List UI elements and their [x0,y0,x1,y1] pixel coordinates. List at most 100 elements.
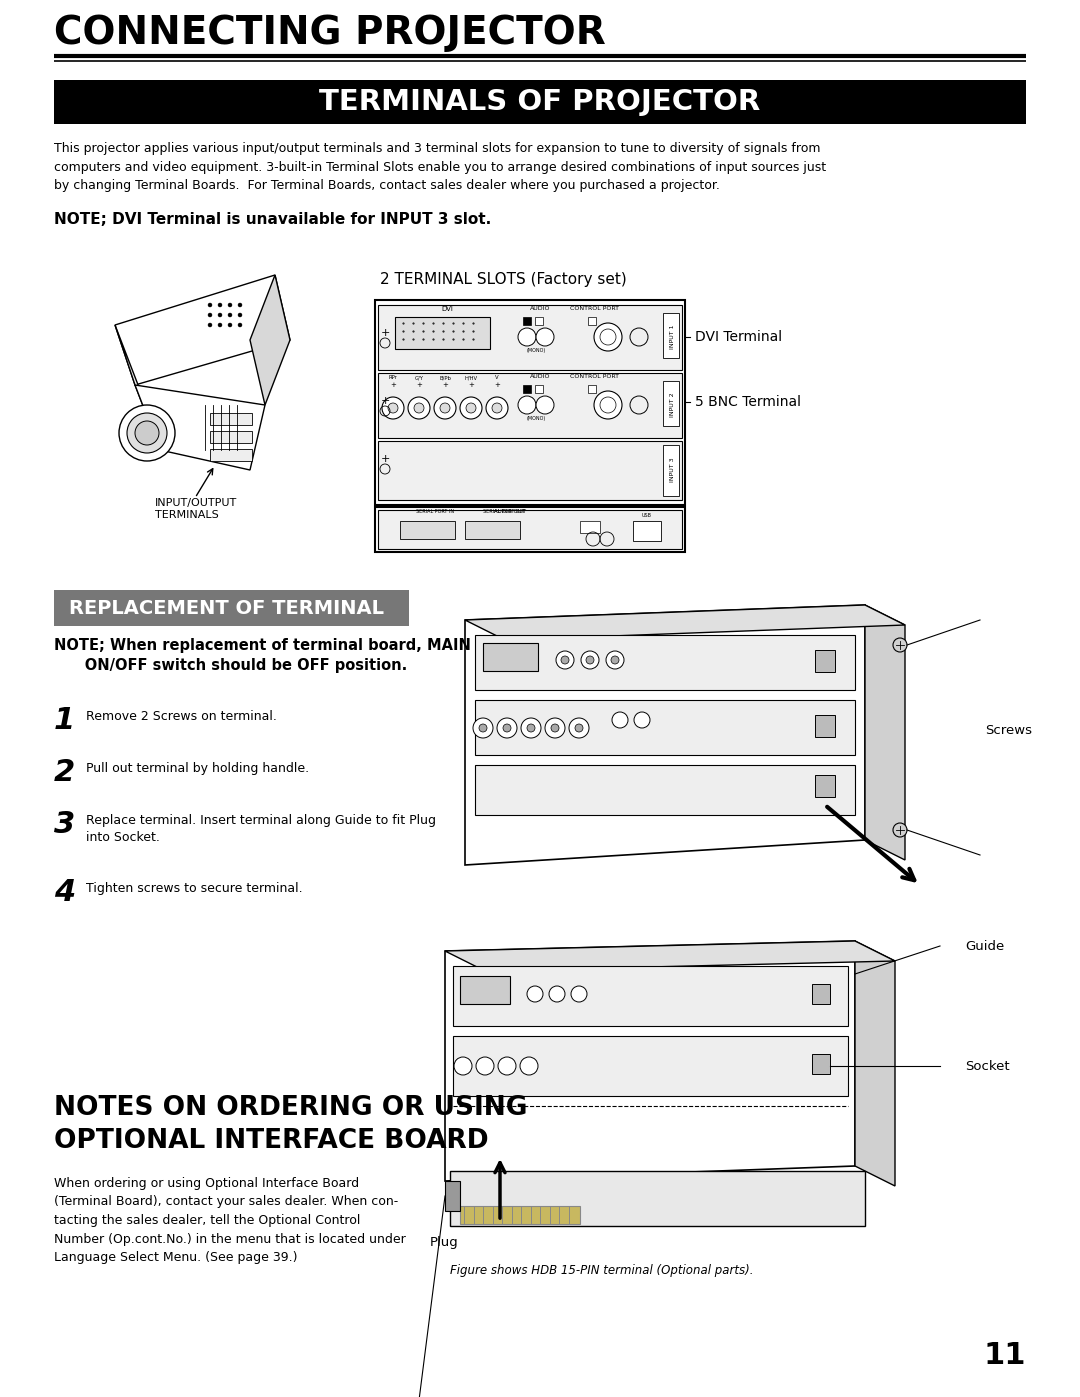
Bar [375,507,685,552]
Circle shape [228,323,232,327]
Text: (MONO): (MONO) [526,348,545,353]
Polygon shape [114,275,291,386]
Circle shape [228,303,232,307]
Bar [812,1053,831,1074]
Circle shape [611,657,619,664]
Bar [375,300,685,504]
Circle shape [893,823,907,837]
Circle shape [634,712,650,728]
Text: SERIAL PORT OUT: SERIAL PORT OUT [484,509,527,514]
Circle shape [218,313,222,317]
Circle shape [486,397,508,419]
Bar [54,590,409,626]
Circle shape [536,328,554,346]
Text: CONTROL PORT: CONTROL PORT [570,374,620,379]
Bar [663,313,679,358]
Bar [210,448,252,461]
Circle shape [569,718,589,738]
Text: OPTIONAL INTERFACE BOARD: OPTIONAL INTERFACE BOARD [54,1127,488,1154]
Text: +: + [494,381,500,388]
Bar [378,305,681,370]
Circle shape [465,402,476,414]
Circle shape [518,395,536,414]
Polygon shape [445,942,855,1180]
Text: Tighten screws to secure terminal.: Tighten screws to secure terminal. [86,882,302,895]
Text: 3: 3 [54,810,76,840]
Text: AUDIO: AUDIO [530,306,550,312]
Bar [395,317,490,349]
Text: NOTES ON ORDERING OR USING: NOTES ON ORDERING OR USING [54,1095,527,1120]
Circle shape [382,397,404,419]
Bar [210,414,252,425]
Circle shape [208,313,212,317]
Circle shape [527,724,535,732]
Circle shape [238,313,242,317]
Bar [812,983,831,1004]
Circle shape [606,651,624,669]
Circle shape [135,420,159,446]
Bar [475,766,855,814]
Text: 2: 2 [54,759,76,787]
Bar [465,521,519,539]
Circle shape [218,323,222,327]
Bar [663,446,679,496]
Text: CONNECTING PROJECTOR: CONNECTING PROJECTOR [54,14,606,52]
Bar [588,317,596,326]
Circle shape [556,651,573,669]
Text: H/HV: H/HV [464,374,477,380]
Circle shape [388,402,399,414]
Bar [523,386,531,393]
Text: V: V [496,374,499,380]
Bar [633,521,661,541]
Circle shape [594,323,622,351]
Text: AUDIO: AUDIO [530,374,550,379]
Bar [475,700,855,754]
Text: Plug: Plug [430,1236,459,1249]
Circle shape [454,1058,472,1076]
Circle shape [440,402,450,414]
Bar [535,386,543,393]
Bar [535,317,543,326]
Bar [815,775,835,798]
Circle shape [518,328,536,346]
Circle shape [497,718,517,738]
Text: DVI Terminal: DVI Terminal [696,330,782,344]
Polygon shape [865,605,905,861]
Circle shape [238,323,242,327]
Circle shape [527,986,543,1002]
Text: +: + [380,395,390,407]
Circle shape [208,303,212,307]
Polygon shape [114,326,160,450]
Text: 11: 11 [984,1341,1026,1370]
Bar [580,521,600,534]
Polygon shape [465,605,905,640]
Bar [210,432,252,443]
Circle shape [473,718,492,738]
Circle shape [480,724,487,732]
Bar [450,1171,865,1227]
Circle shape [460,397,482,419]
Circle shape [218,303,222,307]
Bar [378,510,681,549]
Circle shape [498,1058,516,1076]
Bar [445,1180,460,1211]
Text: INPUT 2: INPUT 2 [671,393,675,418]
Text: INPUT 1: INPUT 1 [671,324,675,349]
Bar [453,1037,848,1097]
Circle shape [208,323,212,327]
Bar [815,715,835,738]
Circle shape [519,1058,538,1076]
Bar [663,381,679,426]
Bar [378,373,681,439]
Text: +: + [416,381,422,388]
Polygon shape [249,275,291,405]
Text: 4: 4 [54,877,76,907]
Text: G/Y: G/Y [415,374,423,380]
Circle shape [492,402,502,414]
Circle shape [545,718,565,738]
Bar [435,599,924,900]
Text: This projector applies various input/output terminals and 3 terminal slots for e: This projector applies various input/out… [54,142,826,191]
Text: Screws: Screws [985,724,1032,736]
Polygon shape [135,386,265,469]
Bar [378,441,681,500]
